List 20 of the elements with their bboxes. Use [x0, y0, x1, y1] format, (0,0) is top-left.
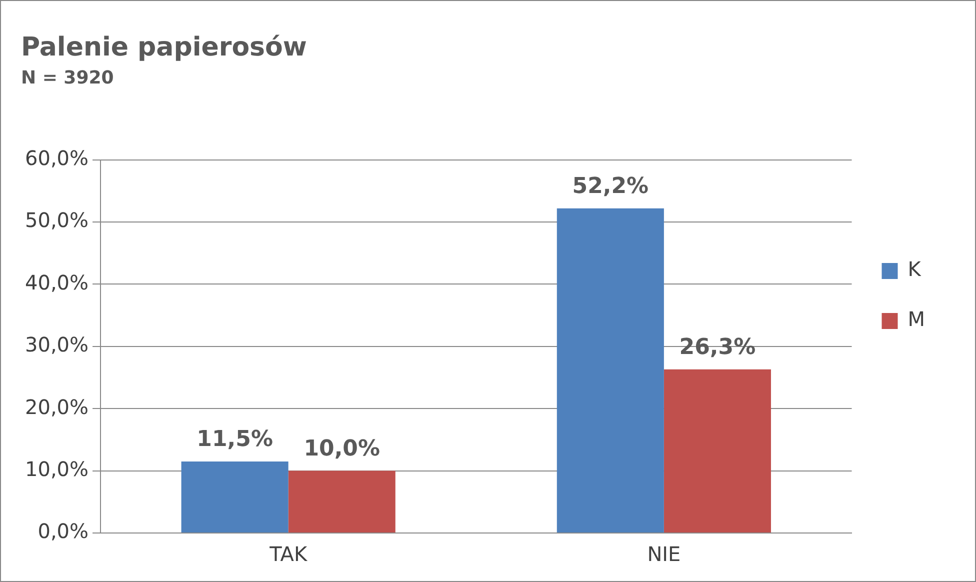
bar — [556, 208, 664, 532]
data-label: 11,5% — [196, 427, 273, 452]
y-tick-label: 40,0% — [24, 270, 89, 294]
data-label: 10,0% — [304, 436, 380, 462]
chart-title: Palenie papierosów — [21, 32, 307, 62]
legend-label: M — [908, 307, 926, 332]
y-tick-label: 60,0% — [24, 146, 89, 170]
y-tick-label: 0,0% — [38, 519, 89, 544]
legend-label: K — [908, 257, 922, 282]
bar — [664, 369, 771, 532]
y-tick-label: 20,0% — [24, 394, 89, 419]
y-tick-label: 30,0% — [24, 332, 89, 357]
y-tick-label: 10,0% — [24, 457, 89, 482]
bar — [288, 470, 396, 532]
chart-subtitle: N = 3920 — [21, 68, 114, 89]
y-tick-label: 50,0% — [24, 208, 89, 232]
data-label: 52,2% — [572, 174, 649, 200]
x-tick-label: NIE — [647, 542, 681, 566]
x-tick-label: TAK — [268, 542, 308, 566]
bar — [181, 461, 288, 532]
